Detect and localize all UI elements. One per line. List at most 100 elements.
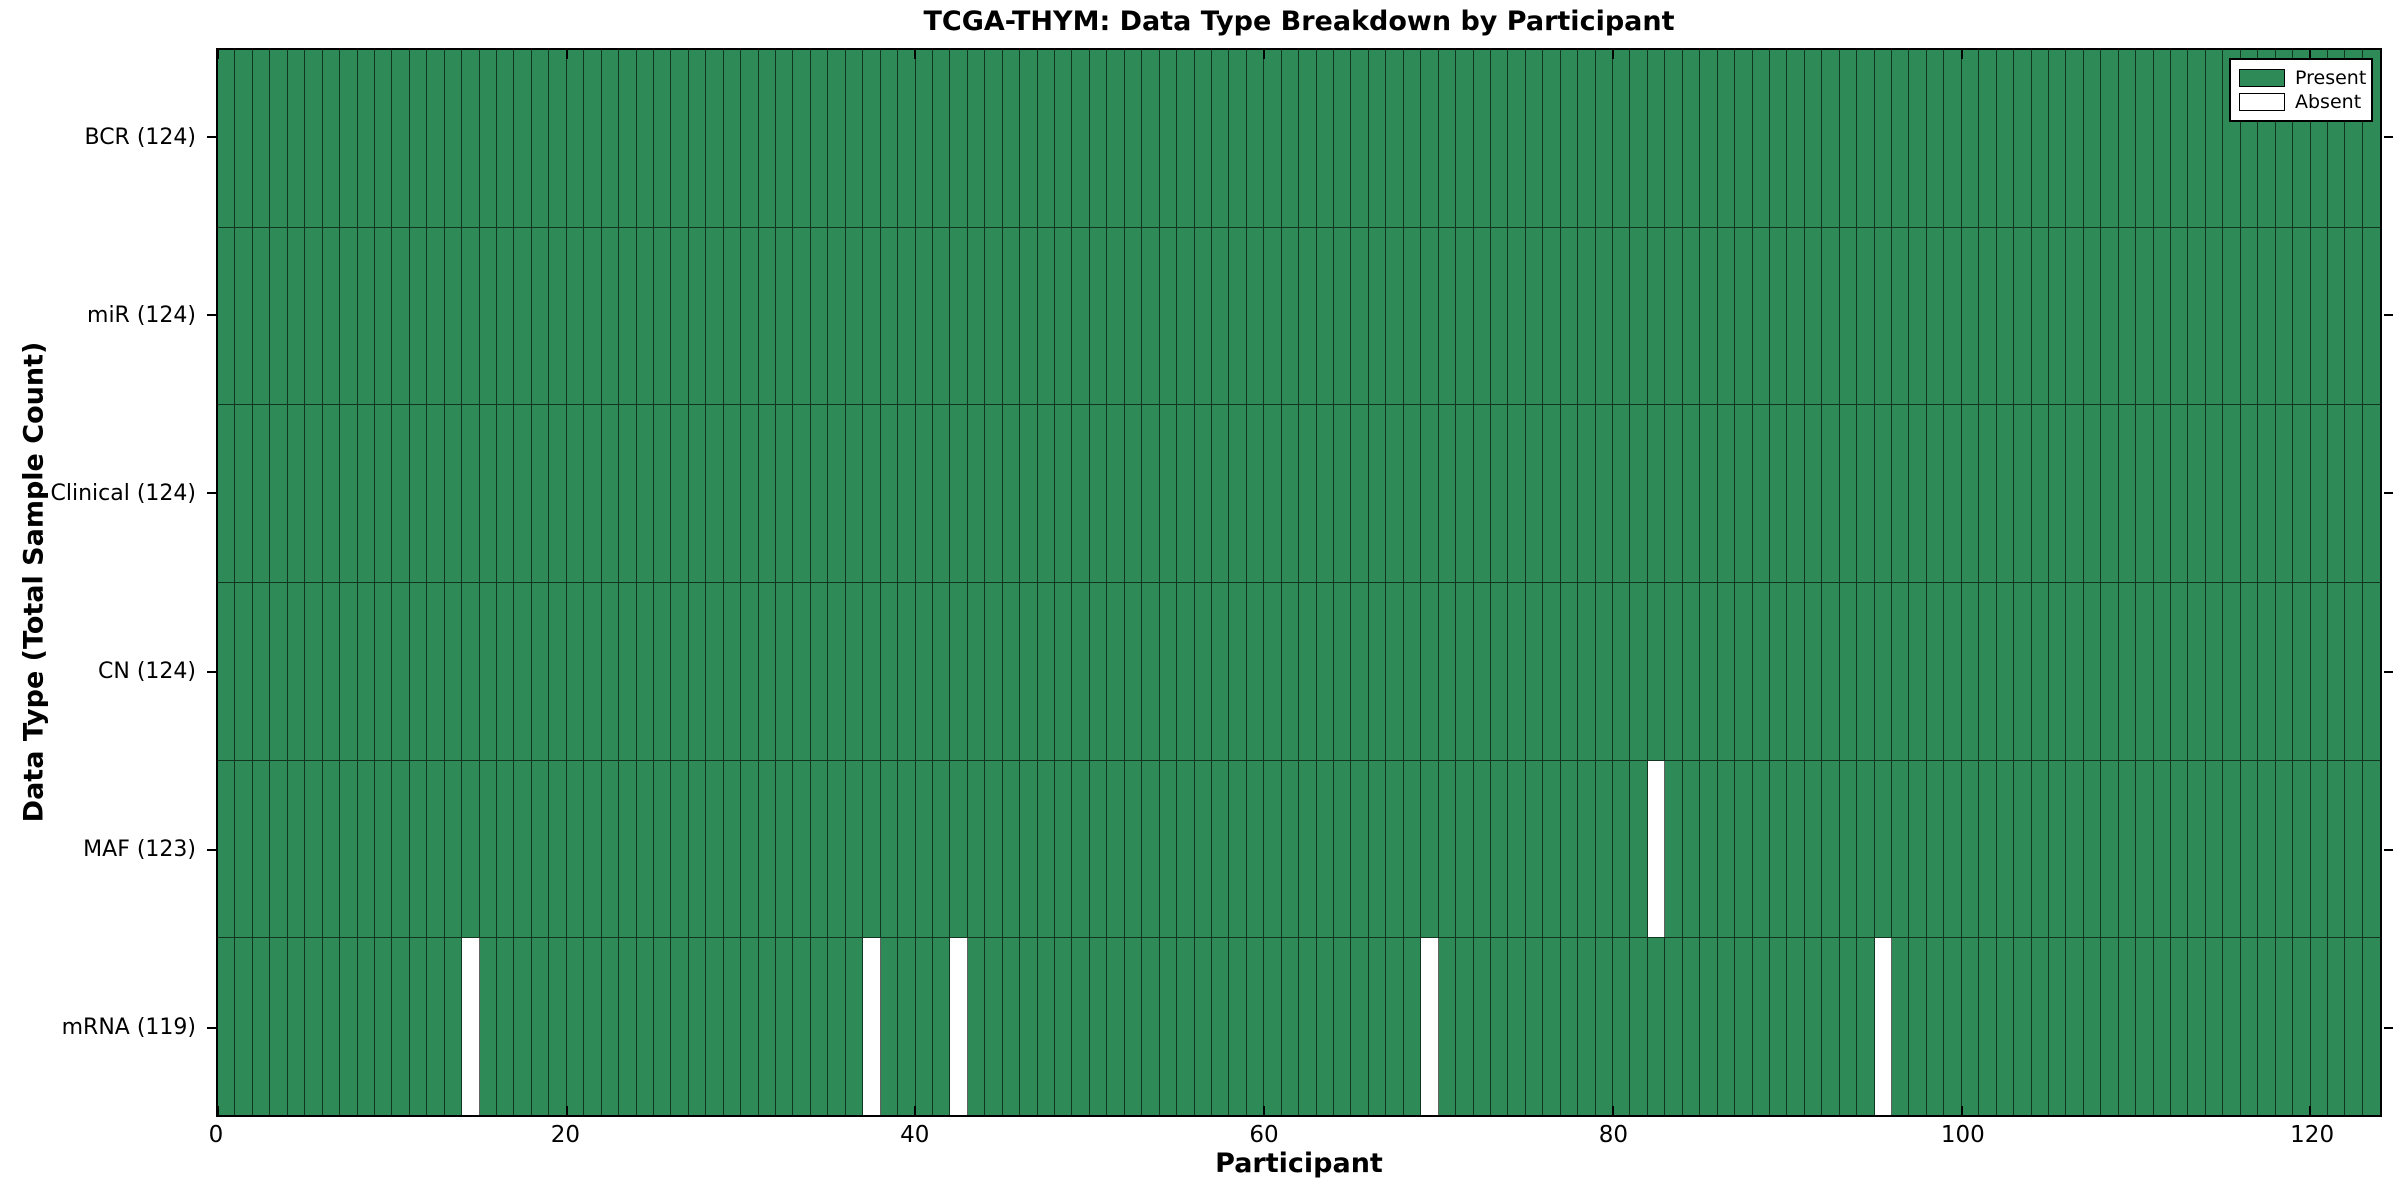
present-cell bbox=[218, 760, 236, 938]
present-cell bbox=[2066, 760, 2084, 938]
present-cell bbox=[828, 405, 846, 583]
present-cell bbox=[270, 227, 288, 405]
present-cell bbox=[723, 938, 742, 1116]
present-cell bbox=[1421, 405, 1439, 583]
present-cell bbox=[2136, 760, 2154, 938]
present-cell bbox=[2031, 760, 2049, 938]
present-cell bbox=[1334, 405, 1352, 583]
present-cell bbox=[1473, 583, 1491, 760]
present-cell bbox=[1072, 405, 1090, 583]
present-cell bbox=[2136, 405, 2154, 583]
present-cell bbox=[706, 760, 724, 938]
present-cell bbox=[1177, 938, 1195, 1116]
present-cell bbox=[950, 760, 968, 938]
present-cell bbox=[828, 583, 846, 760]
present-cell bbox=[444, 50, 463, 227]
present-cell bbox=[1682, 760, 1701, 938]
present-cell bbox=[1735, 583, 1753, 760]
heatmap-row-BCR bbox=[218, 50, 2380, 228]
present-cell bbox=[1334, 583, 1352, 760]
present-cell bbox=[1020, 405, 1038, 583]
present-cell bbox=[758, 227, 776, 405]
present-cell bbox=[322, 50, 341, 227]
present-cell bbox=[1037, 405, 1055, 583]
present-cell bbox=[2275, 583, 2294, 760]
present-cell bbox=[287, 938, 306, 1116]
present-cell bbox=[2188, 938, 2206, 1116]
present-cell bbox=[1961, 938, 1980, 1116]
present-cell bbox=[601, 227, 620, 405]
present-cell bbox=[479, 227, 497, 405]
present-cell bbox=[688, 583, 707, 760]
present-cell bbox=[1159, 405, 1178, 583]
present-cell bbox=[287, 405, 306, 583]
present-cell bbox=[1944, 405, 1962, 583]
present-cell bbox=[1299, 50, 1317, 227]
present-cell bbox=[1316, 227, 1334, 405]
present-cell bbox=[2101, 405, 2119, 583]
present-cell bbox=[1926, 938, 1945, 1116]
present-cell bbox=[985, 50, 1003, 227]
present-cell bbox=[2275, 938, 2294, 1116]
present-cell bbox=[1857, 938, 1875, 1116]
present-cell bbox=[758, 405, 776, 583]
present-cell bbox=[1595, 405, 1613, 583]
present-cell bbox=[1630, 938, 1648, 1116]
present-cell bbox=[741, 50, 759, 227]
present-cell bbox=[1177, 50, 1195, 227]
present-cell bbox=[619, 760, 637, 938]
present-cell bbox=[252, 227, 271, 405]
present-cell bbox=[1578, 50, 1596, 227]
y-tick-mark bbox=[2384, 314, 2393, 317]
y-tick-label: Clinical (124) bbox=[50, 480, 196, 506]
present-cell bbox=[1403, 405, 1422, 583]
present-cell bbox=[1124, 405, 1143, 583]
present-cell bbox=[1525, 227, 1544, 405]
present-cell bbox=[688, 405, 707, 583]
present-cell bbox=[1752, 938, 1770, 1116]
present-cell bbox=[1055, 50, 1073, 227]
present-cell bbox=[1909, 760, 1927, 938]
present-cell bbox=[2083, 583, 2102, 760]
present-cell bbox=[1804, 50, 1823, 227]
present-cell bbox=[305, 405, 323, 583]
present-cell bbox=[1142, 938, 1160, 1116]
present-cell bbox=[601, 50, 620, 227]
present-cell bbox=[1229, 405, 1247, 583]
present-cell bbox=[1211, 50, 1230, 227]
present-cell bbox=[566, 405, 585, 583]
present-cell bbox=[967, 583, 986, 760]
present-cell bbox=[1456, 50, 1474, 227]
present-cell bbox=[392, 405, 410, 583]
present-cell bbox=[2171, 50, 2189, 227]
present-cell bbox=[374, 227, 393, 405]
present-cell bbox=[1857, 50, 1875, 227]
present-cell bbox=[479, 938, 497, 1116]
present-cell bbox=[584, 50, 602, 227]
present-cell bbox=[1595, 760, 1613, 938]
present-cell bbox=[1682, 227, 1701, 405]
present-cell bbox=[2223, 405, 2241, 583]
present-cell bbox=[723, 760, 742, 938]
present-cell bbox=[409, 583, 428, 760]
present-cell bbox=[2083, 405, 2102, 583]
present-cell bbox=[2240, 760, 2259, 938]
present-cell bbox=[2048, 583, 2067, 760]
present-cell bbox=[1403, 583, 1422, 760]
present-cell bbox=[1002, 50, 1021, 227]
present-cell bbox=[2066, 938, 2084, 1116]
present-cell bbox=[1281, 405, 1300, 583]
present-cell bbox=[1822, 405, 1840, 583]
present-cell bbox=[1368, 50, 1387, 227]
present-cell bbox=[1386, 760, 1404, 938]
present-cell bbox=[2048, 405, 2067, 583]
present-cell bbox=[340, 583, 358, 760]
present-cell bbox=[1700, 760, 1718, 938]
present-cell bbox=[1037, 938, 1055, 1116]
present-cell bbox=[1002, 227, 1021, 405]
present-cell bbox=[1037, 50, 1055, 227]
present-cell bbox=[2327, 583, 2346, 760]
present-cell bbox=[549, 405, 567, 583]
present-cell bbox=[1630, 227, 1648, 405]
present-cell bbox=[863, 50, 881, 227]
